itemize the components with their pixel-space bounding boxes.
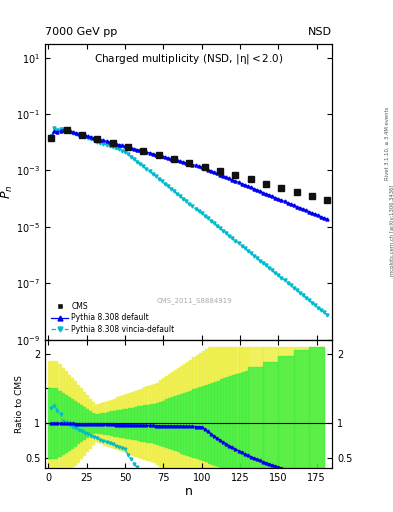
Text: NSD: NSD <box>308 27 332 37</box>
Text: CMS_2011_S8884919: CMS_2011_S8884919 <box>156 297 232 304</box>
Text: Charged multiplicity $\mathregular{(NSD,\,|\eta| < 2.0)}$: Charged multiplicity $\mathregular{(NSD,… <box>94 52 283 67</box>
Legend: CMS, Pythia 8.308 default, Pythia 8.308 vincia-default: CMS, Pythia 8.308 default, Pythia 8.308 … <box>49 300 177 336</box>
X-axis label: n: n <box>185 485 193 498</box>
Y-axis label: Ratio to CMS: Ratio to CMS <box>15 375 24 433</box>
Text: 7000 GeV pp: 7000 GeV pp <box>45 27 118 37</box>
Text: Rivet 3.1.10, ≥ 3.4M events: Rivet 3.1.10, ≥ 3.4M events <box>385 106 389 180</box>
Text: mcplots.cern.ch [arXiv:1306.3436]: mcplots.cern.ch [arXiv:1306.3436] <box>390 185 393 276</box>
Y-axis label: $P_n$: $P_n$ <box>0 184 15 199</box>
